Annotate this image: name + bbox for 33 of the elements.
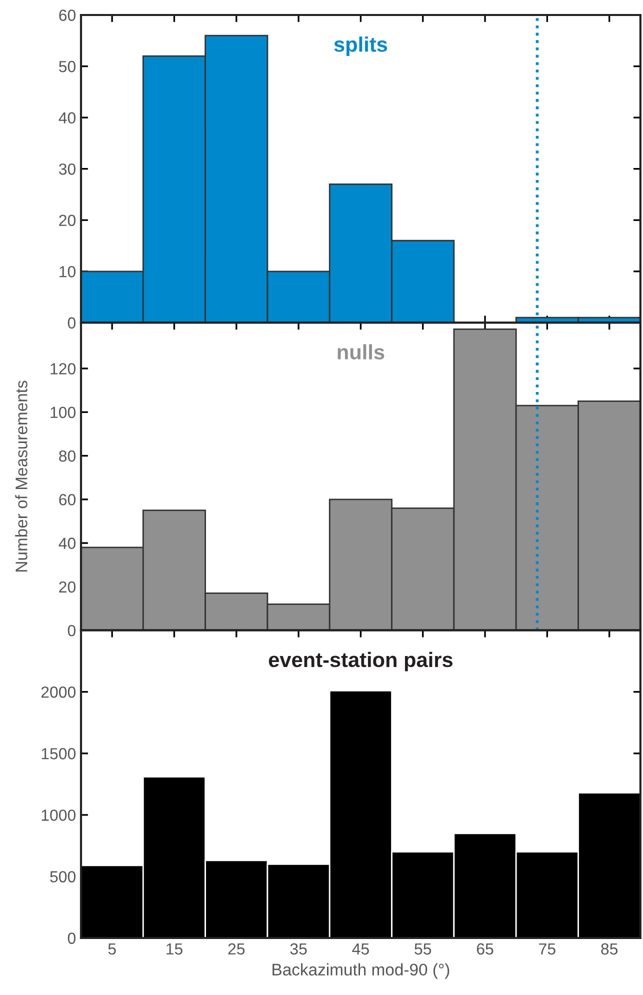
y-tick-label: 40 xyxy=(58,538,76,549)
y-tick-label: 500 xyxy=(50,871,76,882)
y-tick-label: 80 xyxy=(59,450,76,462)
y-tick-label: 100 xyxy=(50,406,76,418)
x-tick-label: 65 xyxy=(476,943,494,955)
y-tick-label: 20 xyxy=(59,581,76,593)
y-tick-label: 20 xyxy=(59,214,76,226)
y-tick-label: 40 xyxy=(58,112,76,124)
y-tick-label: 30 xyxy=(58,163,76,175)
text: splits xyxy=(334,36,388,56)
x-tick-label: 75 xyxy=(539,943,556,955)
text: nulls xyxy=(338,344,384,360)
x-tick-label: 85 xyxy=(601,943,618,955)
y-tick-label: 60 xyxy=(59,494,76,506)
x-tick-label: 45 xyxy=(352,943,369,955)
x-tick-label: 15 xyxy=(166,943,182,955)
y-tick-label: 60 xyxy=(59,10,76,21)
y-tick-label: 50 xyxy=(59,60,76,72)
y-tick-label: 1500 xyxy=(42,748,76,760)
y-tick-label: 120 xyxy=(50,363,76,374)
text: event-station pairs xyxy=(268,652,452,672)
x-tick-label: 25 xyxy=(228,943,245,955)
y-tick-label: 2000 xyxy=(41,686,76,698)
y-tick-label: 1000 xyxy=(42,810,76,821)
y-tick-label: 0 xyxy=(68,624,76,636)
y-tick-label: 0 xyxy=(68,317,76,329)
x-tick-label: 55 xyxy=(414,943,432,955)
y-tick-label: 10 xyxy=(60,266,76,278)
x-tick-label: 5 xyxy=(108,943,116,955)
y-axis-title: Number of Measurements xyxy=(15,380,28,572)
y-tick-label: 0 xyxy=(68,932,76,944)
x-tick-label: 35 xyxy=(290,943,307,955)
x-axis-title: Backazimuth mod-90 (°) xyxy=(272,963,450,979)
